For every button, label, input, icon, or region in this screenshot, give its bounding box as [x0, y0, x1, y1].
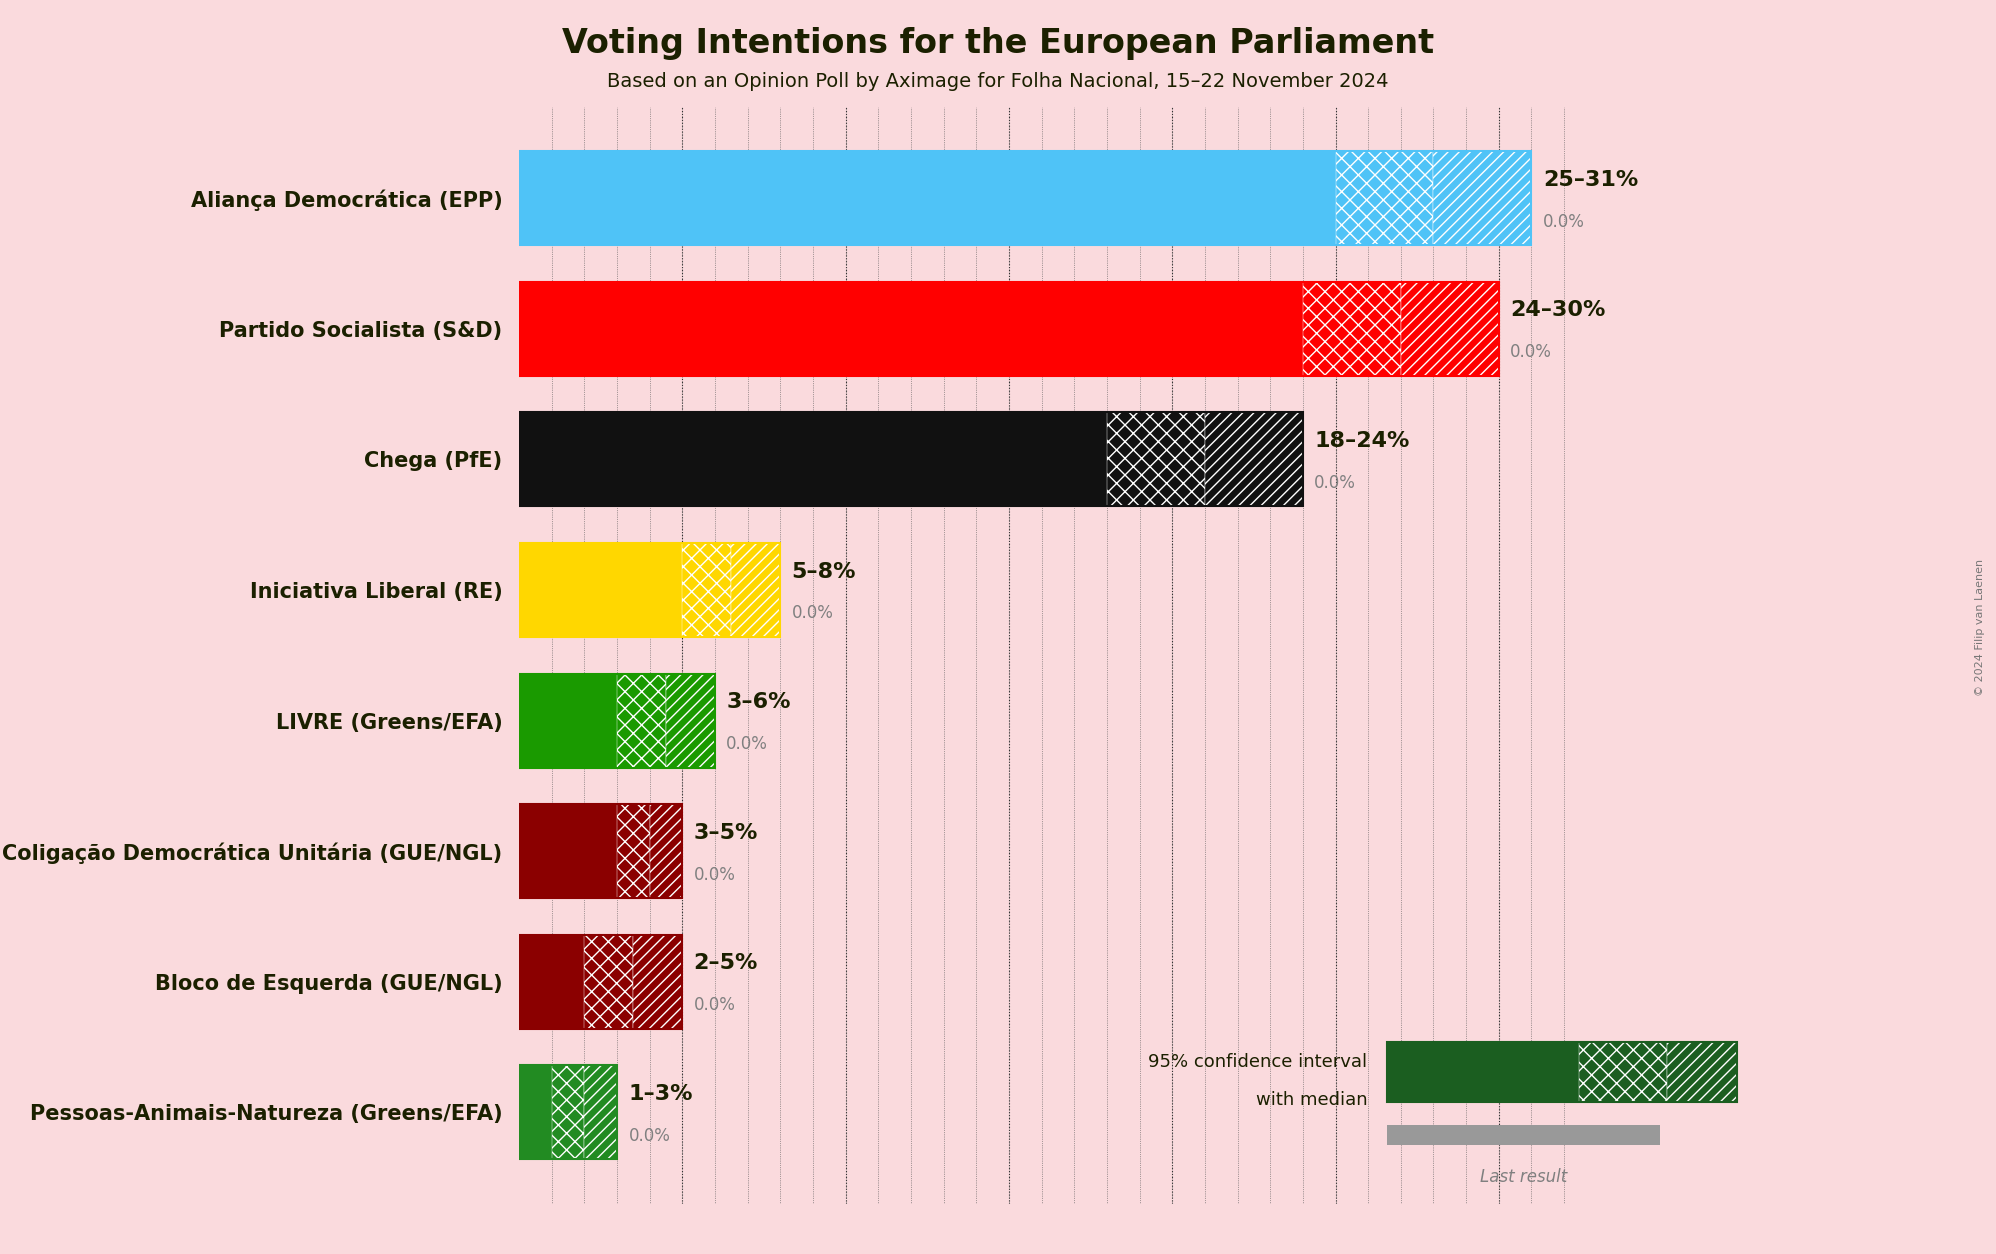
Text: 0.0%: 0.0%: [1511, 344, 1553, 361]
Bar: [519, 543, 683, 637]
Text: 2–5%: 2–5%: [695, 953, 758, 973]
Bar: [519, 282, 1499, 376]
Bar: [683, 543, 731, 637]
Bar: [1433, 150, 1531, 245]
Bar: [519, 934, 585, 1028]
Bar: [519, 413, 1108, 507]
Bar: [1335, 150, 1433, 245]
Bar: [519, 804, 617, 898]
Text: Based on an Opinion Poll by Aximage for Folha Nacional, 15–22 November 2024: Based on an Opinion Poll by Aximage for …: [607, 71, 1389, 92]
Text: Last result: Last result: [1479, 1167, 1567, 1186]
Bar: [585, 1066, 617, 1160]
Text: 24–30%: 24–30%: [1511, 301, 1605, 320]
Text: 0.0%: 0.0%: [1543, 212, 1585, 231]
Bar: [667, 673, 715, 767]
Bar: [519, 1066, 617, 1160]
Text: 1–3%: 1–3%: [629, 1085, 693, 1104]
Text: 3–5%: 3–5%: [695, 823, 758, 843]
Bar: [519, 673, 715, 767]
Bar: [519, 282, 1303, 376]
Bar: [633, 934, 683, 1028]
Bar: [551, 1066, 585, 1160]
Text: 3–6%: 3–6%: [727, 692, 790, 712]
Text: 0.0%: 0.0%: [629, 1127, 671, 1145]
Bar: [585, 934, 633, 1028]
Bar: [519, 150, 1335, 245]
Bar: [519, 150, 1531, 245]
Bar: [519, 673, 617, 767]
Bar: [1108, 413, 1206, 507]
Bar: [1303, 282, 1401, 376]
Bar: [1401, 282, 1499, 376]
Bar: [617, 804, 649, 898]
Text: © 2024 Filip van Laenen: © 2024 Filip van Laenen: [1974, 558, 1986, 696]
Text: 0.0%: 0.0%: [695, 996, 737, 1014]
Text: 18–24%: 18–24%: [1313, 431, 1409, 451]
Bar: [617, 673, 667, 767]
Text: 0.0%: 0.0%: [695, 865, 737, 884]
Text: 25–31%: 25–31%: [1543, 169, 1639, 189]
Bar: [649, 804, 683, 898]
Bar: [519, 413, 1303, 507]
Bar: [519, 804, 683, 898]
Text: 0.0%: 0.0%: [792, 604, 834, 622]
Bar: [519, 543, 780, 637]
Text: 0.0%: 0.0%: [727, 735, 768, 754]
Bar: [519, 934, 683, 1028]
Text: Voting Intentions for the European Parliament: Voting Intentions for the European Parli…: [563, 28, 1433, 60]
Bar: [1206, 413, 1303, 507]
Text: 0.0%: 0.0%: [1313, 474, 1355, 492]
Text: with median: with median: [1255, 1091, 1367, 1109]
Bar: [731, 543, 780, 637]
Text: 95% confidence interval: 95% confidence interval: [1148, 1053, 1367, 1071]
Text: 5–8%: 5–8%: [792, 562, 856, 582]
Bar: [519, 1066, 551, 1160]
